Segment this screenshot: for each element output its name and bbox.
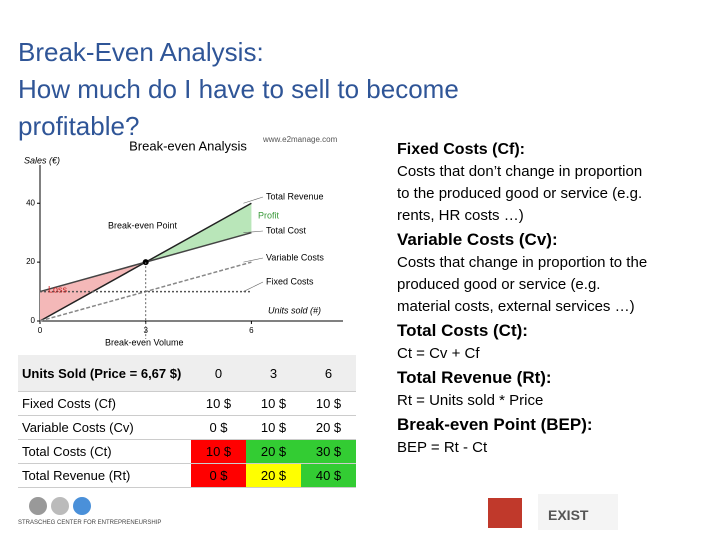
- definition-text: Ct = Cv + Cf: [397, 345, 480, 362]
- y-tick-label: 20: [26, 257, 35, 266]
- logo-shape: [51, 497, 69, 515]
- header-cell: Units Sold (Price = 6,67 $): [18, 355, 191, 392]
- logo-shape: [29, 497, 47, 515]
- row-label: Total Costs (Ct): [18, 439, 191, 464]
- header-cell: 0: [191, 355, 246, 392]
- logo-shape: [488, 498, 522, 528]
- logo-shape: [538, 494, 618, 530]
- definition-heading: Fixed Costs (Cf):: [397, 141, 525, 158]
- table-header-row: Units Sold (Price = 6,67 $) 0 3 6: [18, 355, 356, 392]
- y-tick-label: 0: [31, 316, 36, 325]
- value-cell: 40 $: [301, 463, 356, 488]
- series-label: Fixed Costs: [266, 276, 314, 286]
- x-tick-label: 6: [249, 326, 254, 335]
- value-cell: 10 $: [191, 439, 246, 464]
- label-leader: [243, 281, 264, 292]
- tum-logo: [488, 498, 522, 528]
- data-table: Units Sold (Price = 6,67 $) 0 3 6 Fixed Cost…: [18, 355, 356, 488]
- annotation: Break-even Volume: [105, 337, 184, 347]
- definitions: Fixed Costs (Cf): Costs that don’t change…: [397, 138, 657, 461]
- value-cell: 10 $: [246, 415, 301, 440]
- definition-heading: Total Costs (Ct):: [397, 321, 528, 340]
- label-leader: [243, 196, 264, 204]
- label-leader: [243, 257, 264, 263]
- row-label: Variable Costs (Cv): [18, 415, 191, 440]
- title: Break-Even Analysis: How much do I have t…: [18, 34, 459, 145]
- table-row: Total Revenue (Rt) 0 $20 $40 $: [18, 463, 356, 488]
- value-cell: 30 $: [301, 439, 356, 464]
- table-row: Fixed Costs (Cf) 10 $10 $10 $: [18, 391, 356, 416]
- value-cell: 10 $: [191, 391, 246, 416]
- annotation: Loss: [48, 284, 68, 294]
- exist-logo: [538, 494, 618, 530]
- row-label: Fixed Costs (Cf): [18, 391, 191, 416]
- annotation: Break-even Point: [108, 220, 178, 230]
- value-cell: 10 $: [301, 391, 356, 416]
- annotation: Profit: [258, 210, 280, 220]
- break-even-chart: Break-even Analysis www.e2manage.com Sales…: [18, 128, 356, 350]
- value-cell: 20 $: [246, 439, 301, 464]
- title-line: profitable?: [18, 111, 140, 141]
- header-cell: 6: [301, 355, 356, 392]
- value-cell: 20 $: [246, 463, 301, 488]
- row-label: Total Revenue (Rt): [18, 463, 191, 488]
- scce-logo: [29, 497, 91, 515]
- x-axis-label: Units sold (#): [268, 305, 321, 315]
- definition-text: BEP = Rt - Ct: [397, 439, 488, 456]
- definition-heading: Variable Costs (Cv):: [397, 230, 558, 249]
- logo-text: STRASCHEG CENTER FOR ENTREPRENEURSHIP: [18, 520, 162, 526]
- table-row: Total Costs (Ct) 10 $20 $30 $: [18, 439, 356, 464]
- y-axis-label: Sales (€): [24, 155, 60, 165]
- chart-title: Break-even Analysis: [129, 138, 247, 153]
- value-cell: 0 $: [191, 463, 246, 488]
- title-line: Break-Even Analysis:: [18, 37, 264, 67]
- y-tick-label: 40: [26, 198, 35, 207]
- logos: STRASCHEG CENTER FOR ENTREPRENEURSHIP EXI…: [18, 494, 708, 534]
- definition-text: Costs that change in proportion to the p…: [397, 254, 648, 315]
- x-tick-label: 0: [38, 326, 43, 335]
- header-cell: 3: [246, 355, 301, 392]
- definition-heading: Break-even Point (BEP):: [397, 415, 593, 434]
- title-line: How much do I have to sell to become: [18, 74, 459, 104]
- series-label: Total Revenue: [266, 191, 324, 201]
- series-label: Variable Costs: [266, 252, 324, 262]
- definition-text: Rt = Units sold * Price: [397, 392, 544, 409]
- logo-text: EXIST: [548, 507, 589, 523]
- value-cell: 20 $: [301, 415, 356, 440]
- logo-shape: [73, 497, 91, 515]
- chart-source: www.e2manage.com: [262, 135, 338, 144]
- value-cell: 10 $: [246, 391, 301, 416]
- value-cell: 0 $: [191, 415, 246, 440]
- definition-text: Costs that don’t change in proportion to…: [397, 163, 643, 224]
- series-label: Total Cost: [266, 225, 307, 235]
- table-row: Variable Costs (Cv) 0 $10 $20 $: [18, 415, 356, 440]
- label-leader: [243, 230, 264, 233]
- definition-heading: Total Revenue (Rt):: [397, 368, 552, 387]
